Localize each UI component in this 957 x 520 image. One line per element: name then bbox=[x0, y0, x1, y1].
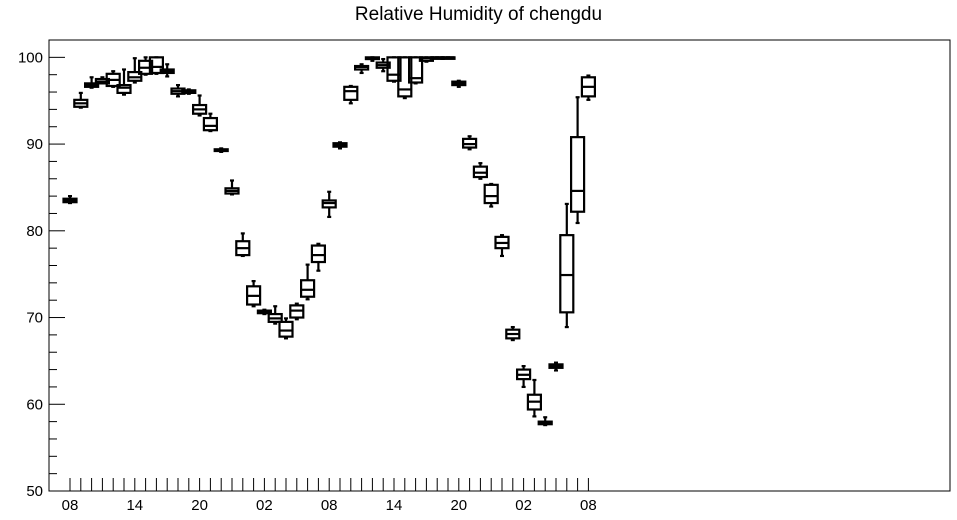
iqr-box bbox=[386, 56, 402, 82]
box-25 bbox=[332, 141, 348, 150]
box-11 bbox=[181, 88, 197, 95]
box-14 bbox=[213, 147, 229, 153]
box-21 bbox=[289, 302, 305, 321]
box-40 bbox=[494, 234, 510, 258]
iqr-box bbox=[483, 183, 499, 205]
box-5 bbox=[116, 68, 132, 96]
box-44 bbox=[537, 416, 553, 427]
box-20 bbox=[278, 317, 294, 340]
box-13 bbox=[202, 112, 218, 133]
x-tick-label: 08 bbox=[580, 497, 597, 514]
iqr-box bbox=[116, 83, 132, 95]
x-tick-label: 20 bbox=[450, 497, 467, 514]
x-tick-label: 08 bbox=[321, 497, 338, 514]
x-tick-label: 14 bbox=[386, 497, 403, 514]
box-2 bbox=[83, 76, 100, 89]
iqr-box bbox=[148, 56, 164, 75]
box-1 bbox=[73, 91, 89, 109]
box-45 bbox=[548, 361, 564, 372]
y-tick-label: 90 bbox=[26, 136, 43, 153]
x-tick-label: 02 bbox=[256, 497, 273, 514]
box-46 bbox=[559, 202, 575, 329]
iqr-box bbox=[343, 85, 359, 101]
box-47 bbox=[569, 96, 586, 225]
boxes-layer bbox=[62, 56, 597, 427]
box-23 bbox=[310, 242, 326, 272]
y-axis: 50 60 70 80 90 100 bbox=[18, 39, 65, 500]
box-37 bbox=[462, 135, 478, 151]
box-24 bbox=[321, 190, 337, 219]
box-8 bbox=[148, 56, 164, 75]
box-32 bbox=[408, 56, 424, 85]
box-9 bbox=[159, 63, 175, 78]
box-42 bbox=[515, 365, 532, 389]
box-38 bbox=[472, 162, 488, 180]
box-26 bbox=[343, 84, 359, 105]
y-tick-label: 80 bbox=[26, 223, 43, 240]
box-36 bbox=[451, 79, 467, 88]
box-35 bbox=[440, 56, 456, 60]
x-tick-label: 20 bbox=[191, 497, 208, 514]
plot-frame bbox=[48, 39, 951, 492]
box-12 bbox=[192, 94, 208, 117]
x-axis: 08 14 20 02 08 14 20 02 08 bbox=[62, 478, 597, 514]
box-30 bbox=[386, 56, 402, 83]
chart-title: Relative Humidity of chengdu bbox=[354, 4, 603, 25]
y-tick-label: 70 bbox=[26, 310, 43, 327]
iqr-box bbox=[569, 136, 586, 213]
box-27 bbox=[354, 63, 370, 75]
iqr-box bbox=[310, 244, 326, 264]
box-19 bbox=[267, 305, 283, 325]
box-48 bbox=[580, 74, 597, 101]
box-4 bbox=[105, 70, 121, 88]
box-6 bbox=[127, 57, 143, 84]
box-43 bbox=[526, 378, 543, 418]
x-tick-label: 02 bbox=[515, 497, 532, 514]
box-41 bbox=[505, 325, 521, 342]
iqr-box bbox=[300, 279, 316, 298]
box-31 bbox=[397, 56, 413, 100]
box-22 bbox=[300, 263, 316, 301]
box-15 bbox=[224, 179, 240, 196]
box-17 bbox=[246, 280, 262, 308]
box-16 bbox=[235, 232, 251, 258]
y-tick-label: 50 bbox=[26, 483, 43, 500]
x-tick-label: 08 bbox=[62, 497, 79, 514]
y-tick-label: 100 bbox=[18, 49, 43, 66]
box-28 bbox=[364, 56, 380, 62]
box-0 bbox=[62, 195, 78, 205]
iqr-box bbox=[408, 56, 424, 84]
box-39 bbox=[483, 182, 499, 208]
box-3 bbox=[94, 76, 111, 85]
y-tick-label: 60 bbox=[26, 396, 43, 413]
iqr-box bbox=[278, 320, 294, 338]
x-tick-label: 14 bbox=[126, 497, 143, 514]
iqr-box bbox=[397, 56, 413, 98]
iqr-box bbox=[559, 234, 575, 314]
iqr-box bbox=[202, 116, 218, 132]
box-18 bbox=[256, 308, 272, 316]
